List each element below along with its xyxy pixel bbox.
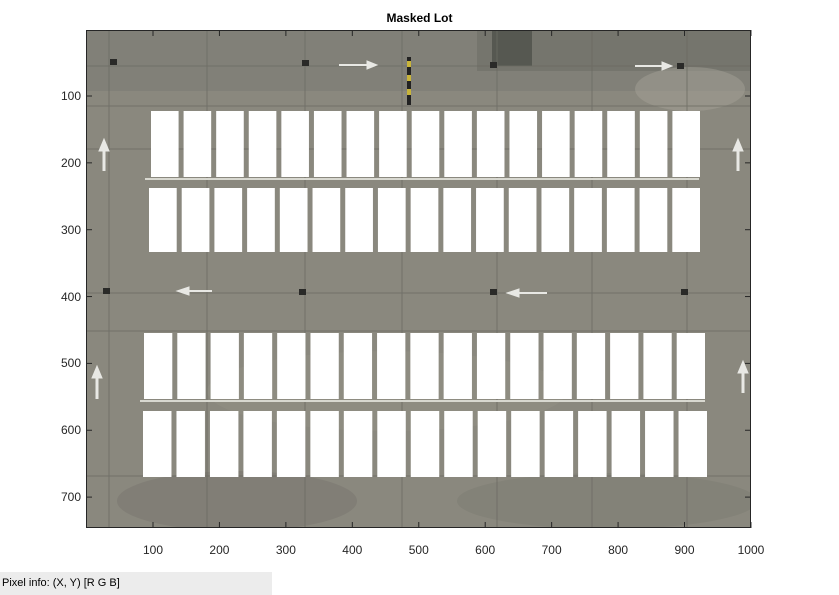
- masked-stalls: [143, 111, 707, 477]
- masked-stall: [410, 188, 439, 252]
- masked-stall: [444, 111, 472, 177]
- masked-stall: [645, 411, 674, 477]
- masked-stall: [510, 333, 539, 399]
- masked-stall: [343, 333, 373, 399]
- masked-stall: [542, 111, 570, 177]
- y-tick-label: 300: [60, 222, 81, 237]
- masked-stall: [149, 188, 177, 252]
- masked-stall: [143, 411, 172, 477]
- masked-stall: [279, 188, 308, 252]
- masked-stall: [310, 333, 339, 399]
- masked-stall: [606, 188, 635, 252]
- masked-stall: [544, 411, 574, 477]
- masked-stall: [610, 333, 639, 399]
- masked-stall: [214, 188, 243, 252]
- masked-stall: [345, 188, 373, 252]
- masked-stall: [379, 111, 407, 177]
- y-tick-label: 500: [60, 356, 81, 371]
- y-tick-label: 100: [60, 89, 81, 103]
- parking-lot-image: [87, 31, 750, 527]
- masked-stall: [310, 411, 339, 477]
- masked-stall: [410, 411, 440, 477]
- masked-stall: [209, 411, 239, 477]
- masked-stall: [672, 111, 700, 177]
- masked-stall: [377, 188, 406, 252]
- masked-stall: [243, 333, 273, 399]
- masked-stall: [476, 333, 506, 399]
- masked-stall: [443, 188, 472, 252]
- masked-stall: [216, 111, 244, 177]
- masked-stall: [281, 111, 309, 177]
- x-tick-label: 400: [342, 543, 363, 557]
- x-tick-label: 100: [142, 543, 164, 557]
- masked-stall: [181, 188, 210, 252]
- masked-stall: [247, 188, 275, 252]
- masked-stall: [346, 111, 375, 177]
- masked-stall: [639, 111, 668, 177]
- masked-stall: [343, 411, 373, 477]
- masked-stall: [144, 333, 173, 399]
- figure-title: Masked Lot: [386, 11, 453, 25]
- masked-stall: [177, 333, 206, 399]
- masked-stall: [543, 333, 572, 399]
- x-tick-label: 300: [275, 543, 296, 557]
- masked-stall: [248, 111, 277, 177]
- masked-stall: [511, 411, 540, 477]
- image-axes[interactable]: [86, 30, 751, 528]
- masked-stall: [151, 111, 179, 177]
- masked-stall: [312, 188, 341, 252]
- masked-stall: [672, 188, 700, 252]
- y-tick-label: 400: [60, 289, 81, 304]
- masked-stall: [676, 333, 705, 399]
- masked-stall: [574, 111, 603, 177]
- masked-stall: [377, 333, 406, 399]
- masked-stall: [639, 188, 668, 252]
- masked-stall: [678, 411, 707, 477]
- pixel-info-status: Pixel info: (X, Y) [R G B]: [0, 572, 272, 595]
- x-tick-label: 1000: [737, 543, 765, 557]
- masked-stall: [313, 111, 342, 177]
- masked-stall: [243, 411, 272, 477]
- masked-stall: [476, 188, 504, 252]
- masked-stall: [377, 411, 406, 477]
- masked-stall: [643, 333, 672, 399]
- masked-stall: [410, 333, 439, 399]
- masked-stall: [411, 111, 440, 177]
- x-tick-label: 800: [608, 543, 629, 557]
- masked-stall: [611, 411, 641, 477]
- y-tick-label: 600: [60, 423, 81, 438]
- masked-stall: [576, 333, 606, 399]
- masked-stall: [574, 188, 602, 252]
- masked-stall: [476, 111, 505, 177]
- x-tick-label: 600: [475, 543, 496, 557]
- y-tick-label: 700: [60, 490, 81, 505]
- x-tick-label: 200: [209, 543, 230, 557]
- masked-stall: [578, 411, 607, 477]
- masked-stall: [183, 111, 212, 177]
- masked-stall: [210, 333, 239, 399]
- masked-stall: [509, 111, 538, 177]
- masked-stall: [607, 111, 635, 177]
- masked-stall: [277, 333, 306, 399]
- masked-stall: [508, 188, 537, 252]
- x-tick-label: 700: [541, 543, 562, 557]
- x-tick-label: 900: [674, 543, 695, 557]
- masked-stall: [541, 188, 570, 252]
- masked-stall: [444, 411, 473, 477]
- masked-stall: [276, 411, 306, 477]
- y-tick-label: 200: [60, 155, 81, 170]
- masked-stall: [176, 411, 205, 477]
- masked-stall: [477, 411, 507, 477]
- masked-stall: [443, 333, 472, 399]
- x-tick-label: 500: [408, 543, 429, 557]
